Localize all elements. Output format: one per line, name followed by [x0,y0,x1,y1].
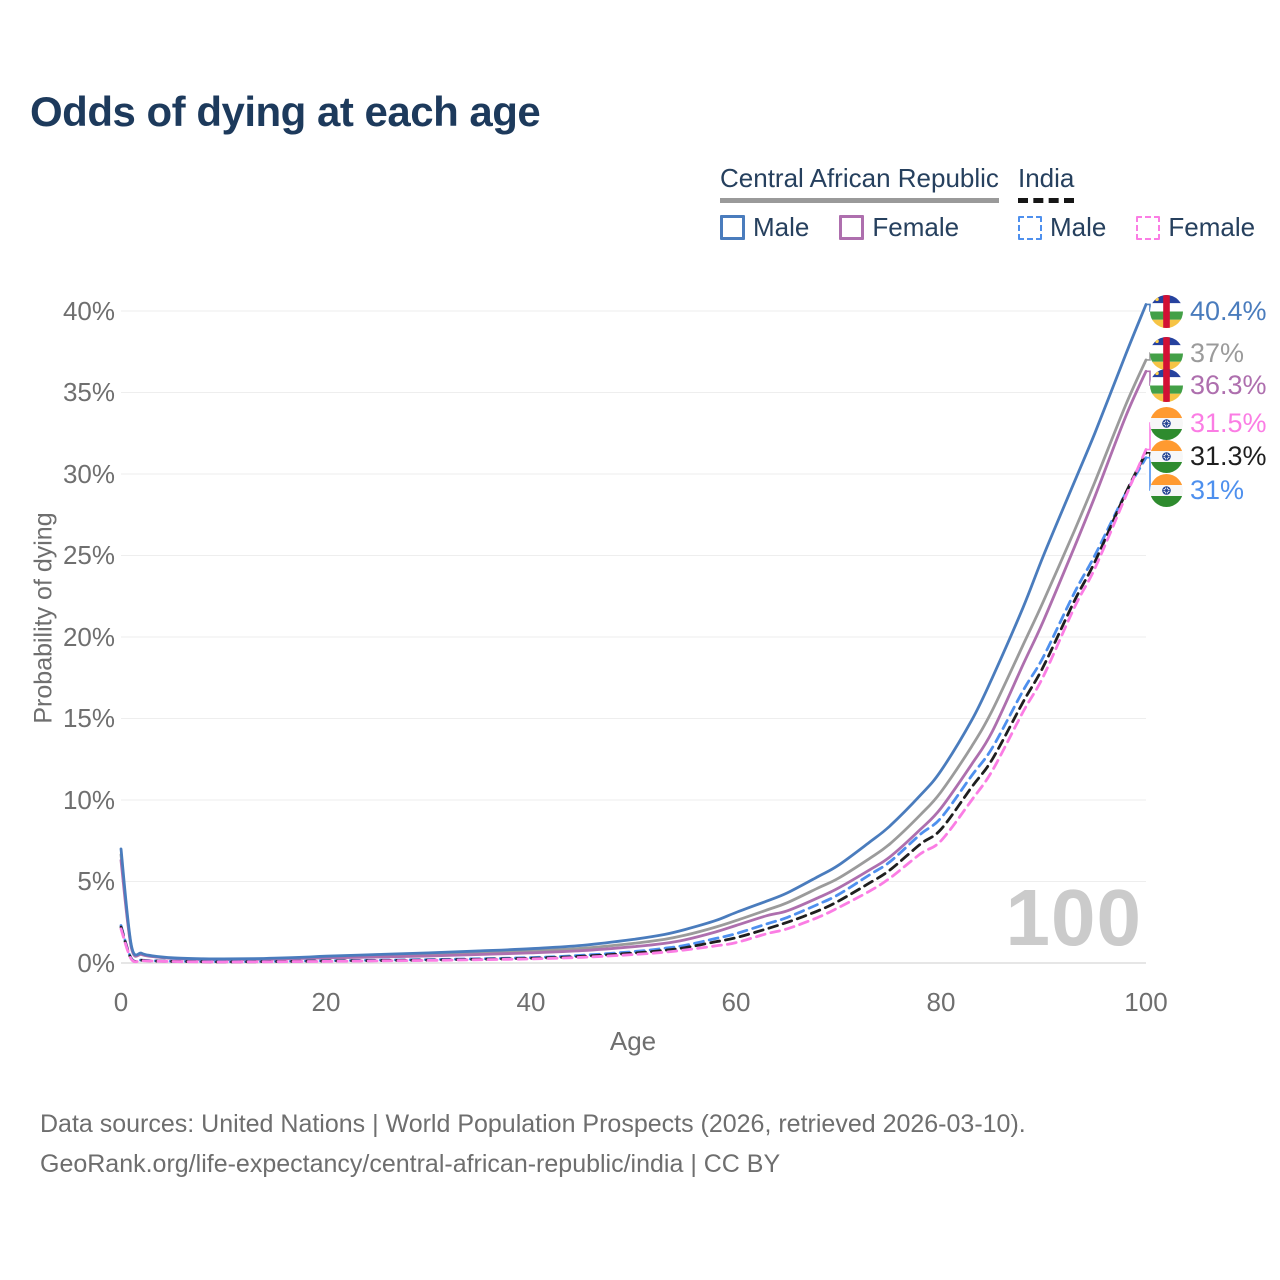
car-flag-icon [1150,295,1183,328]
legend-group-central-african-republic: Central African Republic Male Female [720,163,999,243]
line-car-male [119,303,1148,961]
x-tick-80: 80 [926,987,956,1017]
x-tick-100: 100 [1124,987,1168,1017]
legend-group-india: India Male Female [1018,163,1255,243]
car-flag-icon [1150,369,1183,402]
y-tick-10: 10% [62,785,115,815]
y-tick-35: 35% [62,377,115,407]
legend-country-india: India [1018,163,1075,203]
legend-label-india-female: Female [1168,212,1256,242]
line-car-both [119,358,1148,961]
india-flag-icon [1150,474,1183,507]
end-label-value: 31% [1190,475,1245,505]
y-tick-30: 30% [62,459,115,489]
y-tick-15: 15% [62,703,115,733]
legend-item-car-male[interactable]: Male [720,212,809,243]
legend-item-india-female[interactable]: Female [1136,212,1255,243]
end-label-car-both: 37% [1150,337,1244,370]
line-india-both [119,451,1148,964]
end-label-value: 31.5% [1190,408,1267,438]
legend-country-car: Central African Republic [720,163,999,203]
y-tick-20: 20% [62,622,115,652]
end-label-value: 40.4% [1190,296,1267,326]
end-label-car-female: 36.3% [1150,369,1267,402]
x-tick-40: 40 [516,987,546,1017]
x-tick-60: 60 [721,987,751,1017]
end-label-value: 37% [1190,338,1245,368]
data-source-line: Data sources: United Nations | World Pop… [40,1110,1026,1138]
y-tick-0: 0% [77,948,115,978]
car-female-swatch-icon [839,215,865,240]
line-car-female [119,369,1148,962]
end-label-india-female: 31.5% [1150,407,1267,440]
line-india-female [119,448,1148,964]
x-axis-title: Age [609,1026,657,1056]
attribution-line: GeoRank.org/life-expectancy/central-afri… [40,1150,781,1178]
y-tick-5: 5% [77,866,115,896]
x-tick-0: 0 [113,987,129,1017]
legend-label-india-male: Male [1050,212,1107,242]
legend-item-india-male[interactable]: Male [1018,212,1106,243]
page-title: Odds of dying at each age [30,88,541,135]
y-axis-title: Probability of dying [29,512,58,724]
y-tick-25: 25% [62,540,115,570]
legend-label-car-female: Female [872,212,960,242]
end-label-value: 36.3% [1190,370,1267,400]
legend-item-car-female[interactable]: Female [839,212,959,243]
india-flag-icon [1150,407,1183,440]
end-label-india-both: 31.3% [1150,440,1267,473]
car-flag-icon [1150,337,1183,370]
india-flag-icon [1150,440,1183,473]
legend-label-car-male: Male [753,212,810,242]
end-label-car-male: 40.4% [1150,295,1267,328]
x-tick-20: 20 [311,987,341,1017]
india-female-swatch-icon [1136,215,1161,240]
y-tick-40: 40% [62,296,115,326]
india-male-swatch-icon [1018,215,1042,240]
footer: Data sources: United Nations | World Pop… [40,1104,1026,1184]
end-label-india-male: 31% [1150,474,1244,507]
end-label-value: 31.3% [1190,441,1267,471]
age-counter-watermark: 100 [1005,873,1142,962]
car-male-swatch-icon [720,215,745,240]
